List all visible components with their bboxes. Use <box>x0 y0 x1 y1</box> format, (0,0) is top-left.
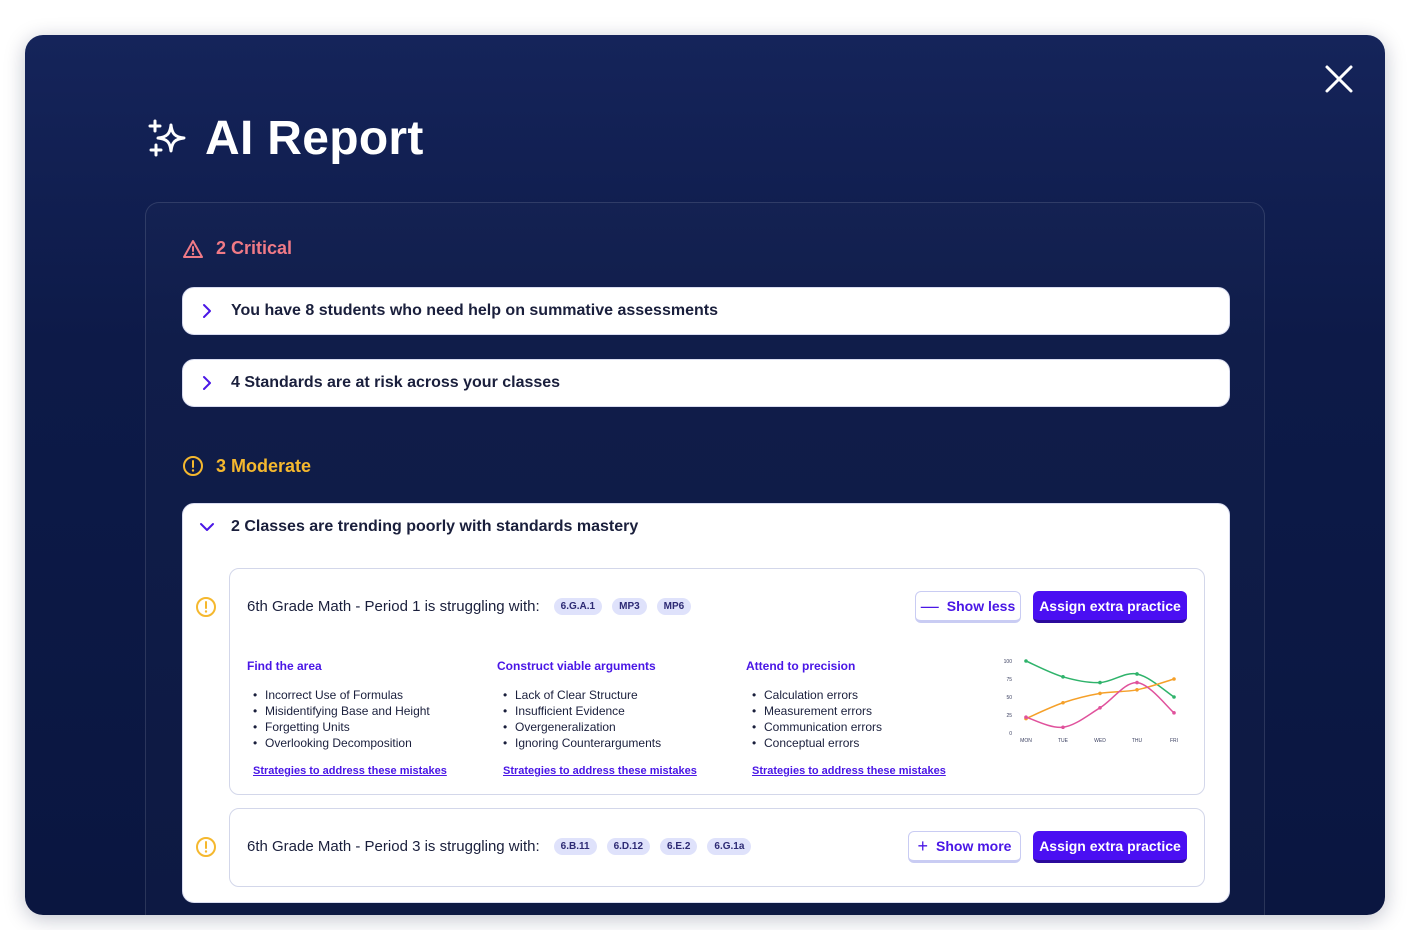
strategies-link[interactable]: Strategies to address these mistakes <box>503 765 697 777</box>
class-card-title: 6th Grade Math - Period 3 is struggling … <box>247 838 540 855</box>
standard-chip: 6.G.1a <box>707 838 752 855</box>
mistake-list: Calculation errors Measurement errors Co… <box>746 687 976 751</box>
mistake-column-arguments: Construct viable arguments Lack of Clear… <box>497 659 727 777</box>
data-point <box>1098 680 1102 685</box>
chevron-down-icon <box>200 523 214 531</box>
x-tick-label: MON <box>1020 738 1032 744</box>
data-point <box>1061 725 1065 730</box>
strategies-link[interactable]: Strategies to address these mistakes <box>752 765 946 777</box>
list-item: Lack of Clear Structure <box>497 687 727 703</box>
alert-circle-icon <box>196 837 216 857</box>
critical-item-students[interactable]: You have 8 students who need help on sum… <box>182 287 1230 335</box>
show-more-button[interactable]: + Show more <box>908 831 1021 863</box>
data-point <box>1172 677 1176 681</box>
standard-chip: 6.E.2 <box>660 838 698 855</box>
ai-report-modal: AI Report 2 Critical You have 8 students… <box>25 35 1385 915</box>
x-tick-label: WED <box>1094 738 1106 744</box>
standard-chip: MP3 <box>612 598 647 615</box>
class-card-period-3: 6th Grade Math - Period 3 is struggling … <box>229 808 1205 887</box>
series-line <box>1025 678 1175 720</box>
data-point <box>1061 675 1065 679</box>
assign-extra-practice-button[interactable]: Assign extra practice <box>1033 831 1187 863</box>
list-item: Insufficient Evidence <box>497 703 727 719</box>
sparkles-icon <box>148 119 186 156</box>
critical-section-heading: 2 Critical <box>182 238 292 259</box>
alert-circle-icon <box>183 456 203 476</box>
x-tick-label: TUE <box>1058 738 1069 744</box>
data-point <box>1135 672 1139 676</box>
series-line <box>1025 660 1175 698</box>
column-heading: Construct viable arguments <box>497 659 656 673</box>
data-point <box>1135 688 1139 692</box>
list-item: Overgeneralization <box>497 719 727 735</box>
series-line <box>1025 681 1175 729</box>
class-card-title-row: 6th Grade Math - Period 1 is struggling … <box>247 598 692 615</box>
data-point <box>1024 715 1028 719</box>
list-item: Forgetting Units <box>247 719 477 735</box>
y-tick-label: 0 <box>1009 731 1012 737</box>
x-tick-label: FRI <box>1170 738 1178 744</box>
list-item: Misidentifying Base and Height <box>247 703 477 719</box>
class-card-title-row: 6th Grade Math - Period 3 is struggling … <box>247 838 752 855</box>
data-point <box>1098 691 1102 696</box>
mistake-column-precision: Attend to precision Calculation errors M… <box>746 659 976 777</box>
standard-chip: 6.B.11 <box>553 838 597 855</box>
list-item: Measurement errors <box>746 703 976 719</box>
data-point <box>1172 711 1176 715</box>
mistake-list: Incorrect Use of Formulas Misidentifying… <box>247 687 477 751</box>
moderate-item-classes: 2 Classes are trending poorly with stand… <box>182 503 1230 903</box>
y-tick-label: 25 <box>1006 713 1012 719</box>
moderate-section-heading: 3 Moderate <box>182 455 311 477</box>
chevron-right-icon <box>203 304 211 318</box>
column-heading: Find the area <box>247 659 322 673</box>
list-item: Conceptual errors <box>746 735 976 751</box>
class-card-title: 6th Grade Math - Period 1 is struggling … <box>247 598 540 615</box>
critical-item-label: You have 8 students who need help on sum… <box>231 302 718 319</box>
data-point <box>1098 706 1102 710</box>
mistake-column-area: Find the area Incorrect Use of Formulas … <box>247 659 477 777</box>
strategies-link[interactable]: Strategies to address these mistakes <box>253 765 447 777</box>
standard-chip: 6.D.12 <box>606 838 651 855</box>
chevron-right-icon <box>203 376 211 390</box>
assign-extra-practice-button[interactable]: Assign extra practice <box>1033 591 1187 623</box>
close-icon[interactable] <box>1323 63 1355 95</box>
critical-heading-label: 2 Critical <box>216 238 293 258</box>
mistake-list: Lack of Clear Structure Insufficient Evi… <box>497 687 727 751</box>
standard-chip: MP6 <box>656 598 692 615</box>
list-item: Overlooking Decomposition <box>247 735 477 751</box>
list-item: Incorrect Use of Formulas <box>247 687 477 703</box>
warning-triangle-icon <box>183 239 203 258</box>
list-item: Communication errors <box>746 719 976 735</box>
standard-chip: 6.G.A.1 <box>553 598 603 615</box>
list-item: Ignoring Counterarguments <box>497 735 727 751</box>
data-point <box>1024 659 1028 663</box>
x-tick-label: THU <box>1132 738 1143 744</box>
class-card-period-1: 6th Grade Math - Period 1 is struggling … <box>229 568 1205 795</box>
modal-header: AI Report <box>147 111 424 166</box>
report-panel: 2 Critical You have 8 students who need … <box>145 202 1265 915</box>
critical-item-standards[interactable]: 4 Standards are at risk across your clas… <box>182 359 1230 407</box>
critical-item-label: 4 Standards are at risk across your clas… <box>231 374 561 391</box>
moderate-item-header[interactable]: 2 Classes are trending poorly with stand… <box>183 504 638 550</box>
moderate-heading-label: 3 Moderate <box>216 455 312 476</box>
y-tick-label: 50 <box>1006 695 1012 701</box>
alert-circle-icon <box>196 597 216 617</box>
y-tick-label: 75 <box>1006 677 1012 683</box>
column-heading: Attend to precision <box>746 659 856 673</box>
trend-line-chart: 0 25 50 75 100 MON TUE WED THU FRI <box>1004 659 1178 744</box>
list-item: Calculation errors <box>746 687 976 703</box>
modal-title: AI Report <box>205 112 424 165</box>
data-point <box>1135 680 1139 685</box>
y-tick-label: 100 <box>1004 659 1013 665</box>
data-point <box>1061 700 1065 705</box>
moderate-item-label: 2 Classes are trending poorly with stand… <box>231 518 639 535</box>
data-point <box>1172 695 1176 699</box>
show-less-button[interactable]: — Show less <box>915 591 1021 623</box>
